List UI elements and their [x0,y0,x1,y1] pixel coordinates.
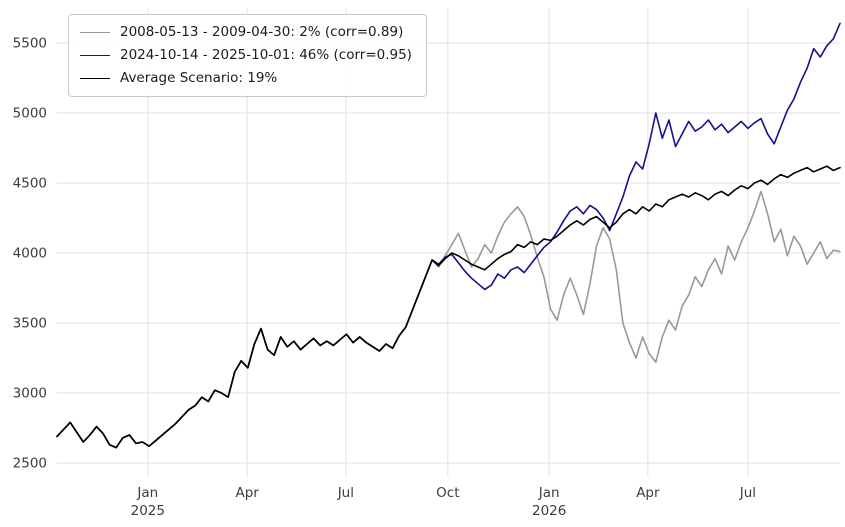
x-axis-tick-label: Oct [436,485,459,501]
x-axis-tick-label: Apr [235,485,259,501]
y-axis-tick-label: 4500 [13,176,47,192]
legend-item-scenario-2024: 2024-10-14 - 2025-10-01: 46% (corr=0.95) [80,46,412,63]
y-axis-tick-label: 3500 [13,316,47,332]
legend-label: 2008-05-13 - 2009-04-30: 2% (corr=0.89) [120,24,404,40]
series-line-2 [56,165,841,449]
x-axis-tick-label: Jul [739,485,756,501]
legend-label: Average Scenario: 19% [120,69,278,86]
legend-swatch [80,31,110,33]
y-axis-tick-label: 3000 [13,386,47,402]
y-axis-tick-label: 5000 [13,106,47,122]
y-axis-tick-label: 4000 [13,246,47,262]
x-axis-tick-year-label: 2025 [131,503,165,519]
y-axis-tick-label: 2500 [13,456,47,472]
legend-swatch [80,77,110,79]
x-axis-tick-label: Jul [337,485,354,501]
x-axis-tick-label: Jan [136,485,158,501]
legend-label: 2024-10-14 - 2025-10-01: 46% (corr=0.95) [120,46,412,63]
y-axis-tick-label: 5500 [13,36,47,52]
legend-item-average-scenario: Average Scenario: 19% [80,69,412,86]
legend-swatch [80,54,110,56]
x-axis-tick-year-label: 2026 [532,503,566,519]
chart-legend: 2008-05-13 - 2009-04-30: 2% (corr=0.89) … [68,14,427,97]
x-axis-tick-label: Jan [538,485,560,501]
x-axis-tick-label: Apr [636,485,660,501]
legend-item-scenario-2008: 2008-05-13 - 2009-04-30: 2% (corr=0.89) [80,25,412,40]
